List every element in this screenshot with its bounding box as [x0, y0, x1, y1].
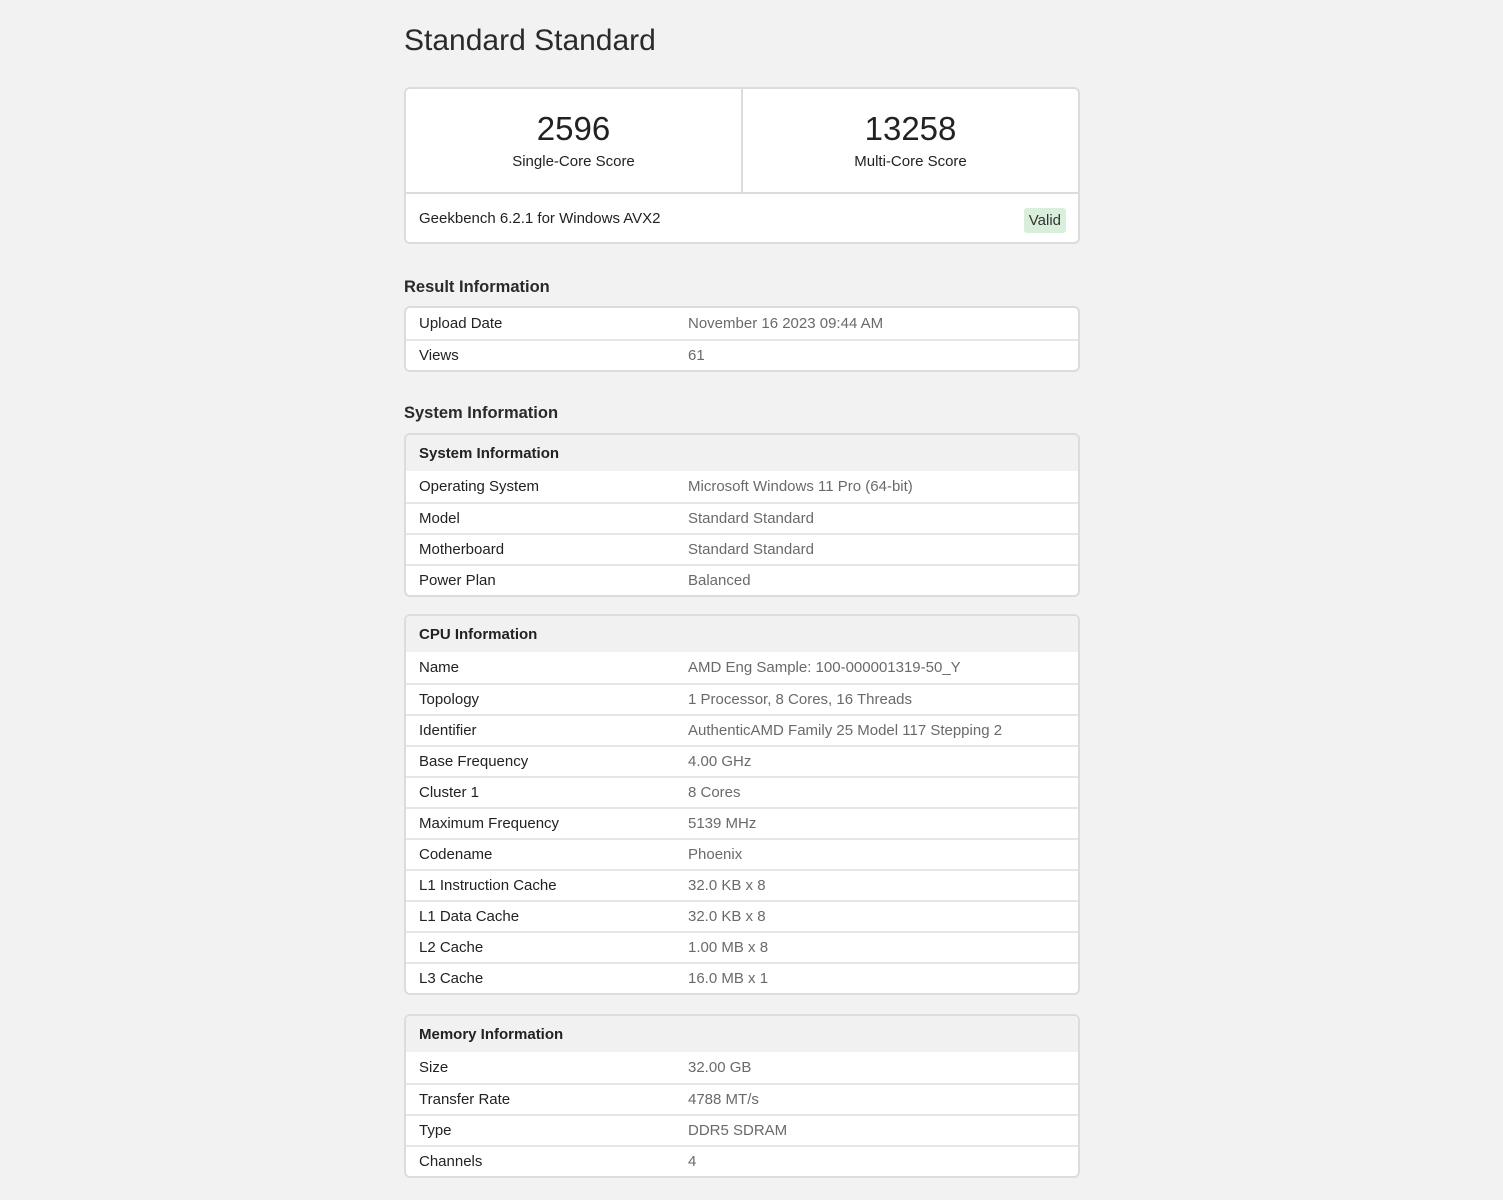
row-label: Name: [419, 659, 460, 676]
memory-information-table: Memory Information Size 32.00 GB Transfer …: [404, 1014, 1080, 1178]
table-row: L2 Cache 1.00 MB x 8: [406, 931, 1078, 962]
row-label: Operating System: [419, 478, 540, 495]
table-row: Operating System Microsoft Windows 11 Pro…: [406, 471, 1078, 502]
row-label: Motherboard: [419, 541, 505, 558]
table-row: Channels 4: [406, 1145, 1078, 1176]
table-row: Name AMD Eng Sample: 100-000001319-50_Y: [406, 652, 1078, 683]
row-value: 16.0 MB x 1: [688, 970, 769, 987]
row-value: 4.00 GHz: [688, 753, 752, 770]
row-label: Identifier: [419, 722, 477, 739]
row-label: L1 Instruction Cache: [419, 877, 557, 894]
single-core-label: Single-Core Score: [512, 153, 635, 170]
row-value: 4788 MT/s: [688, 1091, 759, 1108]
system-information-heading: System Information: [404, 404, 559, 422]
table-header: System Information: [406, 435, 1078, 471]
table-row: L1 Data Cache 32.0 KB x 8: [406, 900, 1078, 931]
table-row: Size 32.00 GB: [406, 1052, 1078, 1083]
table-row: Power Plan Balanced: [406, 564, 1078, 595]
table-row: Views 61: [406, 339, 1078, 370]
row-label: L2 Cache: [419, 939, 484, 956]
table-row: Topology 1 Processor, 8 Cores, 16 Threads: [406, 683, 1078, 714]
row-label: Views: [419, 347, 459, 364]
row-label: Maximum Frequency: [419, 815, 560, 832]
table-header: CPU Information: [406, 616, 1078, 652]
cpu-information-table: CPU Information Name AMD Eng Sample: 100-…: [404, 614, 1080, 995]
row-value: Standard Standard: [688, 510, 814, 527]
multi-core-value: 13258: [864, 110, 957, 147]
single-core-value: 2596: [536, 110, 611, 147]
row-value: 5139 MHz: [688, 815, 757, 832]
result-information-table: Upload Date November 16 2023 09:44 AM View…: [404, 306, 1080, 372]
table-row: Maximum Frequency 5139 MHz: [406, 807, 1078, 838]
system-information-table: System Information Operating System Micro…: [404, 433, 1080, 597]
row-label: Base Frequency: [419, 753, 529, 770]
row-value: AMD Eng Sample: 100-000001319-50_Y: [688, 659, 961, 676]
result-information-heading: Result Information: [404, 278, 550, 296]
row-label: Codename: [419, 846, 493, 863]
row-label: Cluster 1: [419, 784, 480, 801]
row-value: November 16 2023 09:44 AM: [688, 315, 884, 332]
benchmark-version: Geekbench 6.2.1 for Windows AVX2: [419, 210, 661, 227]
table-row: Type DDR5 SDRAM: [406, 1114, 1078, 1145]
row-label: Channels: [419, 1153, 483, 1170]
multi-core-label: Multi-Core Score: [854, 153, 967, 170]
row-label: Upload Date: [419, 315, 503, 332]
row-value: Balanced: [688, 572, 751, 589]
row-label: Model: [419, 510, 460, 527]
row-label: L1 Data Cache: [419, 908, 520, 925]
table-row: L1 Instruction Cache 32.0 KB x 8: [406, 869, 1078, 900]
multi-core-score: 13258 Multi-Core Score: [741, 89, 1078, 192]
score-card: 2596 Single-Core Score 13258 Multi-Core …: [404, 87, 1080, 244]
row-value: 1 Processor, 8 Cores, 16 Threads: [688, 691, 913, 708]
row-value: 1.00 MB x 8: [688, 939, 769, 956]
row-label: Type: [419, 1122, 452, 1139]
page-title: Standard Standard: [404, 24, 656, 57]
table-row: Upload Date November 16 2023 09:44 AM: [406, 308, 1078, 339]
table-row: Model Standard Standard: [406, 502, 1078, 533]
row-value: Phoenix: [688, 846, 743, 863]
single-core-score: 2596 Single-Core Score: [406, 89, 741, 192]
table-row: Identifier AuthenticAMD Family 25 Model 1…: [406, 714, 1078, 745]
table-row: Codename Phoenix: [406, 838, 1078, 869]
table-row: Cluster 1 8 Cores: [406, 776, 1078, 807]
row-value: 61: [688, 347, 705, 364]
row-value: 32.00 GB: [688, 1059, 752, 1076]
table-header: Memory Information: [406, 1016, 1078, 1052]
table-row: Motherboard Standard Standard: [406, 533, 1078, 564]
row-value: 32.0 KB x 8: [688, 877, 766, 894]
row-value: 4: [688, 1153, 697, 1170]
table-row: Base Frequency 4.00 GHz: [406, 745, 1078, 776]
row-label: Topology: [419, 691, 480, 708]
row-label: Size: [419, 1059, 449, 1076]
row-value: Standard Standard: [688, 541, 814, 558]
row-value: 32.0 KB x 8: [688, 908, 766, 925]
row-value: DDR5 SDRAM: [688, 1122, 788, 1139]
table-row: L3 Cache 16.0 MB x 1: [406, 962, 1078, 993]
valid-badge: Valid: [1023, 208, 1066, 233]
row-value: Microsoft Windows 11 Pro (64-bit): [688, 478, 913, 495]
table-row: Transfer Rate 4788 MT/s: [406, 1083, 1078, 1114]
row-value: AuthenticAMD Family 25 Model 117 Steppin…: [688, 722, 1003, 739]
row-label: Power Plan: [419, 572, 496, 589]
row-label: L3 Cache: [419, 970, 484, 987]
row-value: 8 Cores: [688, 784, 741, 801]
row-label: Transfer Rate: [419, 1091, 511, 1108]
